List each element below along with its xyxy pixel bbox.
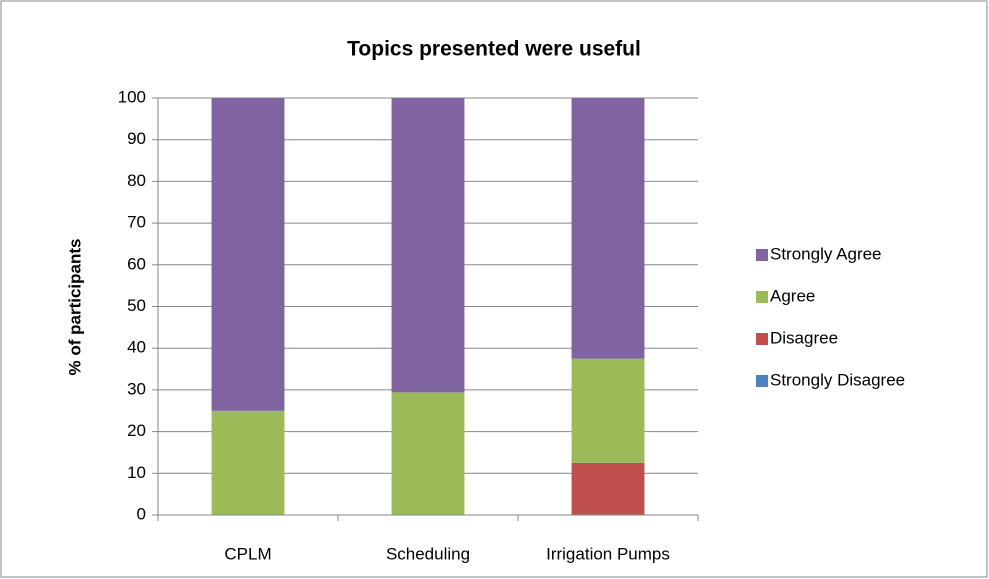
y-tick-label: 20 xyxy=(127,421,146,440)
legend-label: Agree xyxy=(770,286,815,305)
y-tick-label: 30 xyxy=(127,379,146,398)
y-tick-label: 40 xyxy=(127,338,146,357)
x-tick-label: Irrigation Pumps xyxy=(546,544,670,563)
legend-label: Disagree xyxy=(770,328,838,347)
bar-segment xyxy=(391,98,465,393)
legend-swatch xyxy=(756,291,768,303)
bar-segment xyxy=(391,392,465,515)
legend-swatch xyxy=(756,249,768,261)
legend-label: Strongly Disagree xyxy=(770,370,905,389)
legend-label: Strongly Agree xyxy=(770,244,882,263)
legend-swatch xyxy=(756,375,768,387)
bar-segment xyxy=(571,98,645,359)
bar-segment xyxy=(211,98,285,411)
y-tick-label: 0 xyxy=(137,504,146,523)
chart-title: Topics presented were useful xyxy=(347,38,641,61)
x-tick-label: Scheduling xyxy=(386,544,470,563)
y-axis-label: % of participants xyxy=(65,239,84,376)
y-tick-label: 80 xyxy=(127,171,146,190)
y-tick-label: 90 xyxy=(127,129,146,148)
y-tick-label: 50 xyxy=(127,296,146,315)
bar-segment xyxy=(571,462,645,515)
legend-swatch xyxy=(756,333,768,345)
bar-segment xyxy=(211,410,285,515)
bar-segment xyxy=(571,358,645,463)
y-tick-label: 100 xyxy=(118,87,146,106)
y-tick-label: 70 xyxy=(127,213,146,232)
y-tick-label: 60 xyxy=(127,254,146,273)
x-tick-label: CPLM xyxy=(224,544,271,563)
y-tick-label: 10 xyxy=(127,463,146,482)
